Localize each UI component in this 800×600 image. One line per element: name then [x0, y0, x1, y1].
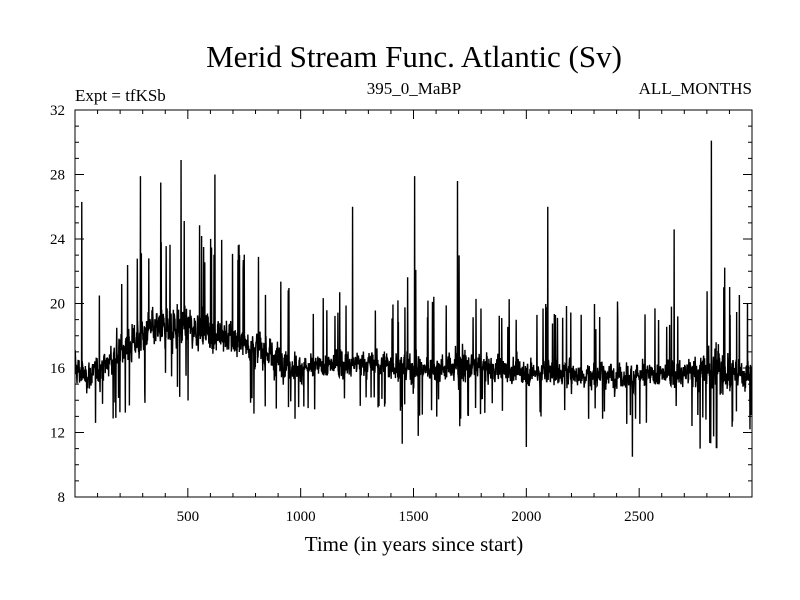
x-tick-label: 2000 — [511, 509, 541, 525]
x-tick-label: 2500 — [624, 509, 654, 525]
y-tick-label: 32 — [50, 103, 65, 119]
x-tick-label: 500 — [177, 509, 200, 525]
y-tick-label: 16 — [50, 361, 66, 377]
series-line — [75, 140, 752, 457]
y-tick-label: 12 — [50, 426, 65, 442]
y-tick-label: 28 — [50, 168, 65, 184]
plot-frame — [74, 109, 753, 498]
y-tick-label: 20 — [50, 297, 65, 313]
ticks-layer: 8 12 16 20 24 28 32 500 1000 1500 2000 2500 — [50, 103, 752, 525]
y-tick-label: 24 — [50, 232, 66, 248]
months-label: ALL_MONTHS — [639, 79, 752, 98]
series-layer — [75, 140, 752, 457]
experiment-label: Expt = tfKSb — [75, 86, 166, 105]
x-tick-label: 1500 — [399, 509, 429, 525]
chart-title: Merid Stream Func. Atlantic (Sv) — [206, 39, 622, 74]
x-axis-label: Time (in years since start) — [305, 532, 524, 556]
y-tick-label: 8 — [58, 490, 66, 506]
period-label: 395_0_MaBP — [367, 79, 461, 98]
x-tick-label: 1000 — [286, 509, 316, 525]
